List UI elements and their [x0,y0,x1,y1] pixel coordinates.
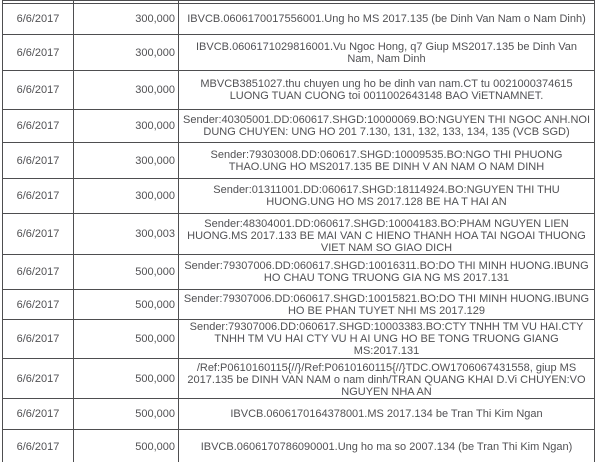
table-row: 6/6/2017 500,000 Sender:79307006.DD:060617… [2,254,595,290]
amount-cell: 500,000 [73,398,179,430]
table-row: 6/6/2017 300,000 Sender:79303008.DD:060617… [2,142,595,179]
amount-cell: 300,000 [73,142,179,179]
table-row: 6/6/2017 500,000 IBVCB.0606170164378001.MS… [2,398,595,430]
description-text: IBVCB.0606170017556001.Ung ho MS 2017.13… [187,13,586,25]
amount-cell: 300,000 [73,109,179,143]
description-text: /Ref:P0610160115{//}/Ref:P0610160115{//}… [187,362,586,395]
date-cell: 6/6/2017 [2,254,74,290]
table-row: 6/6/2017 500,000/Ref:P0610160115{//}/Ref:… [2,358,595,399]
description-text: Sender:79307006.DD:060617.SHGD:10016311.… [184,260,589,284]
table-row: 6/6/2017 300,000 IBVCB.0606171029816001.Vu… [2,34,595,71]
table-row: 6/6/2017 500,000 IBVCB.0606170786090001.Un… [2,429,595,462]
amount-cell: 300,000 [73,178,179,214]
date-cell: 6/6/2017 [2,178,74,214]
description-cell: Sender:79307006.DD:060617.SHGD:10015821.… [178,289,595,320]
table-row: 6/6/2017 300,000 IBVCB.0606170017556001.Un… [2,3,595,35]
date-cell: 6/6/2017 [2,213,74,255]
description-text: Sender:79307006.DD:060617.SHGD:10003383.… [189,321,584,357]
date-cell: 6/6/2017 [2,319,74,359]
description-text: MBVCB3851027.thu chuyen ung ho be dinh v… [200,78,573,102]
description-cell: Sender:79307006.DD:060617.SHGD:10016311.… [178,254,595,290]
date-cell: 6/6/2017 [2,358,74,399]
date-cell: 6/6/2017 [2,70,74,110]
description-text: Sender:79303008.DD:060617.SHGD:10009535.… [210,148,563,173]
description-text: Sender:48304001.DD:060617.SHGD:10004183.… [187,217,586,251]
table-row: 6/6/2017 300,000 MBVCB3851027.thu chuyen u… [2,70,595,110]
description-cell: IBVCB.0606170164378001.MS 2017.134 be Tr… [178,398,595,430]
amount-cell: 500,000 [73,289,179,320]
description-cell: MBVCB3851027.thu chuyen ung ho be dinh v… [178,70,595,110]
description-text: IBVCB.0606170164378001.MS 2017.134 be Tr… [230,408,543,420]
description-cell: Sender:01311001.DD:060617.SHGD:18114924.… [178,178,595,214]
description-cell: Sender:40305001.DD:060617.SHGD:10000069.… [178,109,595,143]
date-cell: 6/6/2017 [2,3,74,35]
amount-cell: 300,000 [73,3,179,35]
description-cell: Sender:79307006.DD:060617.SHGD:10003383.… [178,319,595,359]
table-row: 6/6/2017 500,000 Sender:79307006.DD:060617… [2,289,595,320]
description-text: IBVCB.0606171029816001.Vu Ngoc Hong, q7 … [196,40,577,65]
amount-cell: 300,000 [73,34,179,71]
amount-cell: 300,000 [73,70,179,110]
amount-cell: 300,003 [73,213,179,255]
date-cell: 6/6/2017 [2,109,74,143]
amount-cell: 500,000 [73,429,179,462]
date-cell: 6/6/2017 [2,398,74,430]
description-cell: /Ref:P0610160115{//}/Ref:P0610160115{//}… [178,358,595,399]
table-row: 6/6/2017 500,000 Sender:79307006.DD:060617… [2,319,595,359]
date-cell: 6/6/2017 [2,34,74,71]
amount-cell: 500,000 [73,358,179,399]
description-text: Sender:01311001.DD:060617.SHGD:18114924.… [213,184,560,208]
description-cell: IBVCB.0606171029816001.Vu Ngoc Hong, q7 … [178,34,595,71]
date-cell: 6/6/2017 [2,142,74,179]
description-cell: IBVCB.0606170786090001.Ung ho ma so 2007… [178,429,595,462]
date-cell: 6/6/2017 [2,429,74,462]
description-cell: Sender:48304001.DD:060617.SHGD:10004183.… [178,213,595,255]
date-cell: 6/6/2017 [2,289,74,320]
description-cell: IBVCB.0606170017556001.Ung ho MS 2017.13… [178,3,595,35]
table-row: 6/6/2017 300,000 Sender:01311001.DD:060617… [2,178,595,214]
table-row: 6/6/2017 300,003 Sender:48304001.DD:060617… [2,213,595,255]
amount-cell: 500,000 [73,254,179,290]
table-row: 6/6/2017 300,000 Sender:40305001.DD:060617… [2,109,595,143]
description-text: IBVCB.0606170786090001.Ung ho ma so 2007… [200,441,573,453]
description-text: Sender:40305001.DD:060617.SHGD:10000069.… [183,114,590,138]
description-text: Sender:79307006.DD:060617.SHGD:10015821.… [183,292,590,317]
description-cell: Sender:79303008.DD:060617.SHGD:10009535.… [178,142,595,179]
amount-cell: 500,000 [73,319,179,359]
